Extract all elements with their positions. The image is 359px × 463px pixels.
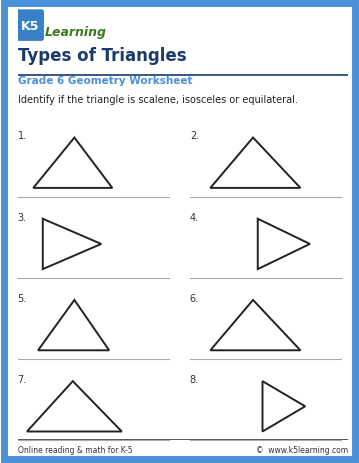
Text: 1.: 1. — [18, 131, 27, 141]
Text: 8.: 8. — [190, 374, 199, 384]
Text: Learning: Learning — [45, 26, 107, 39]
Text: ©  www.k5learning.com: © www.k5learning.com — [256, 445, 348, 454]
Text: Types of Triangles: Types of Triangles — [18, 47, 187, 65]
Text: K5: K5 — [20, 19, 39, 32]
Text: 6.: 6. — [190, 293, 199, 303]
Text: 7.: 7. — [18, 374, 27, 384]
Text: 3.: 3. — [18, 212, 27, 222]
Text: 2.: 2. — [190, 131, 199, 141]
Text: 5.: 5. — [18, 293, 27, 303]
Text: 4.: 4. — [190, 212, 199, 222]
FancyBboxPatch shape — [17, 11, 43, 41]
Text: Identify if the triangle is scalene, isosceles or equilateral.: Identify if the triangle is scalene, iso… — [18, 95, 298, 105]
Text: Grade 6 Geometry Worksheet: Grade 6 Geometry Worksheet — [18, 75, 192, 86]
Text: Online reading & math for K-5: Online reading & math for K-5 — [18, 445, 132, 454]
